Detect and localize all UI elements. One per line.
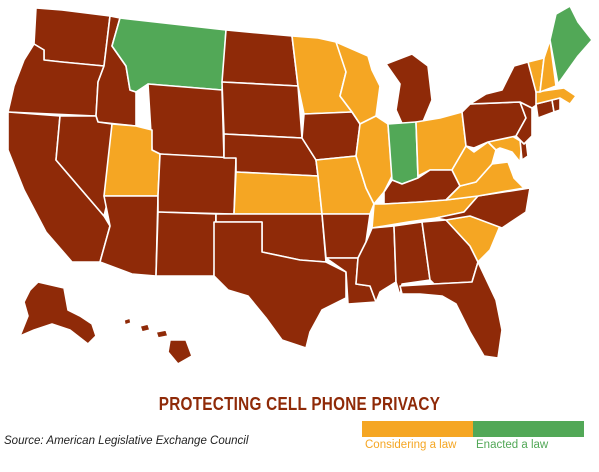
state-IN [387, 121, 419, 185]
state-WY [147, 83, 225, 159]
legend-swatch-considering [362, 421, 473, 437]
state-NY [469, 61, 539, 109]
state-HI [123, 317, 193, 365]
state-KS [233, 171, 323, 215]
state-SD [221, 81, 303, 139]
state-MT [111, 17, 227, 93]
source-note: Source: American Legislative Exchange Co… [4, 435, 249, 447]
state-CO [157, 153, 237, 215]
map-legend: Considering a law Enacted a law [362, 421, 584, 455]
state-ME [549, 5, 593, 85]
state-ND [221, 29, 299, 87]
state-MA [535, 87, 577, 105]
legend-label-considering: Considering a law [365, 439, 457, 451]
state-UT [103, 123, 161, 197]
state-WA [33, 7, 111, 67]
state-FL [399, 261, 503, 359]
state-AK [19, 281, 97, 345]
legend-label-enacted: Enacted a law [476, 439, 549, 451]
legend-item-enacted: Enacted a law [473, 421, 584, 455]
state-AZ [99, 195, 159, 277]
state-NM [155, 211, 217, 277]
state-TX [213, 221, 347, 349]
state-MI [385, 53, 433, 129]
map-title: PROTECTING CELL PHONE PRIVACY [158, 394, 441, 414]
state-NH [539, 39, 557, 93]
state-IA [301, 111, 361, 161]
us-states-map [7, 5, 593, 365]
legend-swatch-enacted [473, 421, 584, 437]
legend-item-considering: Considering a law [362, 421, 473, 455]
